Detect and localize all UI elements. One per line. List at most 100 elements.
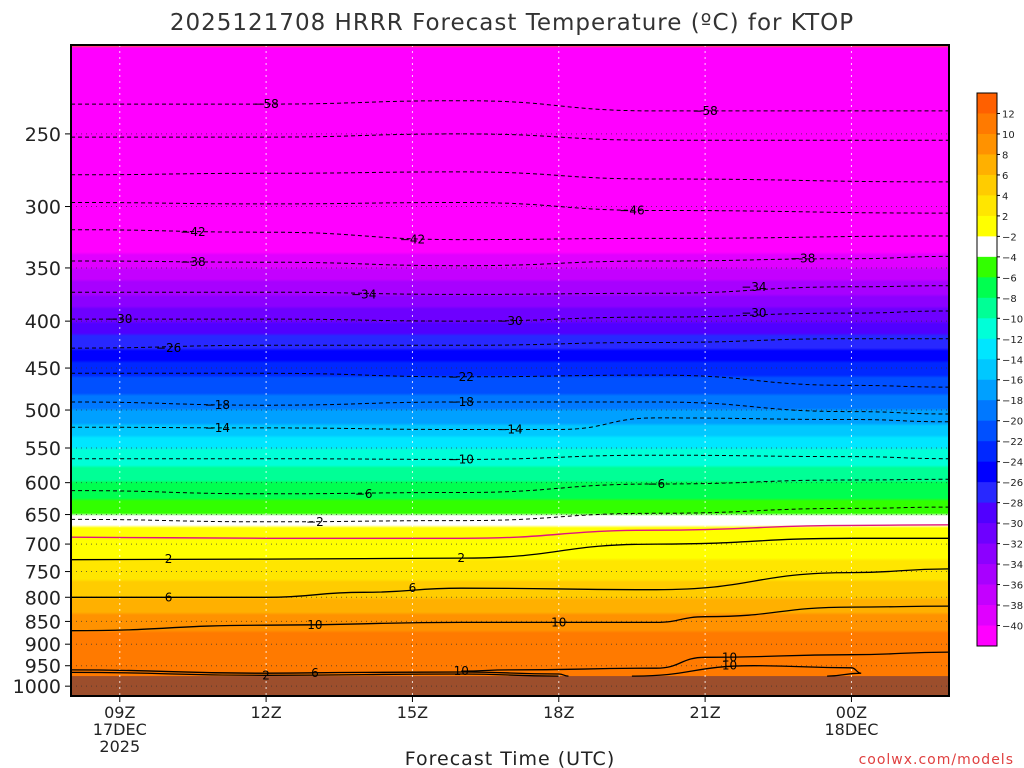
isotherm-label--26-8-0: −26 bbox=[156, 341, 181, 355]
isotherm-label-10-20-0: 10 bbox=[722, 659, 737, 673]
isotherm-2-16 bbox=[71, 537, 949, 561]
colorbar-label--2: −2 bbox=[1002, 232, 1017, 243]
colorbar-label--4: −4 bbox=[1002, 253, 1017, 264]
temperature-field bbox=[71, 45, 949, 696]
pressure-axis: 2503003504004505005506006507007508008509… bbox=[13, 124, 71, 698]
x-tick-label-21Z-0: 21Z bbox=[689, 703, 720, 722]
credit-text: coolwx.com/models bbox=[859, 752, 1014, 768]
y-tick-label-300: 300 bbox=[25, 197, 61, 219]
colorbar-label--14: −14 bbox=[1002, 355, 1023, 366]
isotherm--26-8 bbox=[71, 338, 949, 349]
isotherm-2-22 bbox=[71, 671, 559, 677]
colorbar-frame bbox=[976, 92, 998, 647]
isotherm-6-17 bbox=[71, 568, 949, 598]
colorbar-label-12: 12 bbox=[1002, 109, 1015, 120]
colorbar-swatch-14 bbox=[977, 379, 997, 401]
colorbar-label--8: −8 bbox=[1002, 294, 1017, 305]
y-tick-label-650: 650 bbox=[25, 505, 61, 527]
colorbar-swatch-1 bbox=[977, 113, 997, 135]
colorbar-swatch-23 bbox=[977, 564, 997, 585]
isotherm-10-20 bbox=[631, 665, 862, 677]
isotherm-label--18-10-1: −18 bbox=[449, 395, 474, 409]
colorbar-swatch-17 bbox=[977, 441, 997, 463]
y-tick-label-850: 850 bbox=[25, 611, 61, 633]
y-tick-label-450: 450 bbox=[25, 358, 61, 380]
isotherm-label--30-7-2: −30 bbox=[741, 306, 766, 320]
colorbar-swatch-6 bbox=[977, 215, 997, 237]
isotherm-label-2-22-0: 2 bbox=[262, 668, 270, 682]
colorbar-label--6: −6 bbox=[1002, 273, 1017, 284]
isotherm-label-10-19-1: 10 bbox=[722, 650, 737, 664]
colorbar-swatch-16 bbox=[977, 420, 997, 442]
colorbar-label-8: 8 bbox=[1002, 150, 1008, 161]
isotherm-label--2-14-0: −2 bbox=[306, 515, 324, 529]
y-tick-label-950: 950 bbox=[25, 656, 61, 678]
y-tick-label-1000: 1000 bbox=[13, 676, 61, 698]
colorbar-swatch-0 bbox=[977, 93, 997, 114]
colorbar-legend: −40−38−36−34−32−30−28−26−24−22−20−18−16−… bbox=[976, 92, 1023, 647]
colorbar-label--26: −26 bbox=[1002, 478, 1023, 489]
colorbar-label--24: −24 bbox=[1002, 458, 1023, 469]
colorbar-label--20: −20 bbox=[1002, 417, 1023, 428]
colorbar-label-6: 6 bbox=[1002, 171, 1008, 182]
isotherm-label-6-17-0: 6 bbox=[165, 590, 173, 604]
y-tick-label-400: 400 bbox=[25, 311, 61, 333]
colorbar-label--36: −36 bbox=[1002, 581, 1023, 592]
colorbar-swatch-19 bbox=[977, 482, 997, 504]
y-tick-label-350: 350 bbox=[25, 258, 61, 280]
colorbar-swatch-8 bbox=[977, 256, 997, 278]
x-tick-label-09Z-0: 09Z bbox=[104, 703, 135, 722]
isotherm--30-7 bbox=[71, 310, 949, 322]
colorbar-label-2: 2 bbox=[1002, 212, 1008, 223]
isotherm--6-13 bbox=[71, 478, 949, 495]
grid-lines bbox=[71, 45, 949, 696]
colorbar-swatch-22 bbox=[977, 543, 997, 565]
colorbar-label--32: −32 bbox=[1002, 540, 1023, 551]
colorbar-swatch-15 bbox=[977, 400, 997, 422]
isotherm-label--30-7-1: −30 bbox=[497, 314, 522, 328]
isotherm-label--14-11-1: −14 bbox=[497, 422, 522, 436]
colorbar-label--30: −30 bbox=[1002, 519, 1023, 530]
x-tick-label-00Z-0: 00Z bbox=[836, 703, 867, 722]
colorbar-label--34: −34 bbox=[1002, 560, 1023, 571]
colorbar-label--40: −40 bbox=[1002, 622, 1023, 633]
colorbar-label--10: −10 bbox=[1002, 314, 1023, 325]
colorbar-label--12: −12 bbox=[1002, 335, 1023, 346]
isotherm-10-18 bbox=[71, 605, 949, 632]
isotherm-label--42-4-1: −42 bbox=[400, 233, 425, 247]
isotherm--38-5 bbox=[71, 255, 949, 267]
isotherm-label--6-13-1: −6 bbox=[647, 477, 665, 491]
isotherm-contours: −58 −58−46−42−42−38 −38−34−34−30 −30−30−26−… bbox=[71, 97, 949, 682]
isotherm-label-6-21-0: 6 bbox=[311, 666, 319, 680]
y-tick-label-700: 700 bbox=[25, 534, 61, 556]
isotherm-label--22-9-0: −22 bbox=[449, 370, 474, 384]
isotherm-label--38-5-1: −38 bbox=[790, 252, 815, 266]
x-tick-label-09Z-1: 17DEC bbox=[93, 720, 147, 739]
isotherm-label--18-10-0: −18 bbox=[205, 398, 230, 412]
isotherm--50-2 bbox=[71, 171, 949, 183]
chart-title: 2025121708 HRRR Forecast Temperature (ºC… bbox=[170, 10, 854, 36]
isotherm--14-11 bbox=[71, 417, 949, 431]
y-tick-label-750: 750 bbox=[25, 562, 61, 584]
isotherm-label--42-4-0: −42 bbox=[180, 225, 205, 239]
colorbar-label-4: 4 bbox=[1002, 191, 1008, 202]
isotherm--10-12 bbox=[71, 454, 949, 460]
y-tick-label-500: 500 bbox=[25, 400, 61, 422]
x-tick-label-18Z-0: 18Z bbox=[543, 703, 574, 722]
y-tick-label-550: 550 bbox=[25, 438, 61, 460]
colorbar-swatch-25 bbox=[977, 605, 997, 626]
isotherm-label--30-7-0: −30 bbox=[107, 312, 132, 326]
colorbar-label--16: −16 bbox=[1002, 376, 1023, 387]
colorbar-swatch-13 bbox=[977, 359, 997, 381]
x-axis-label: Forecast Time (UTC) bbox=[405, 748, 615, 768]
colorbar-swatch-20 bbox=[977, 502, 997, 524]
colorbar-swatch-24 bbox=[977, 584, 997, 606]
colorbar-swatch-2 bbox=[977, 133, 997, 155]
isotherm--34-6 bbox=[71, 285, 949, 295]
isotherm-label-6-17-1: 6 bbox=[409, 581, 417, 595]
isotherm-label-10-18-1: 10 bbox=[551, 615, 566, 629]
isotherm--2-14 bbox=[71, 506, 949, 523]
colorbar-swatch-3 bbox=[977, 154, 997, 176]
isotherm-10-19 bbox=[461, 651, 949, 672]
